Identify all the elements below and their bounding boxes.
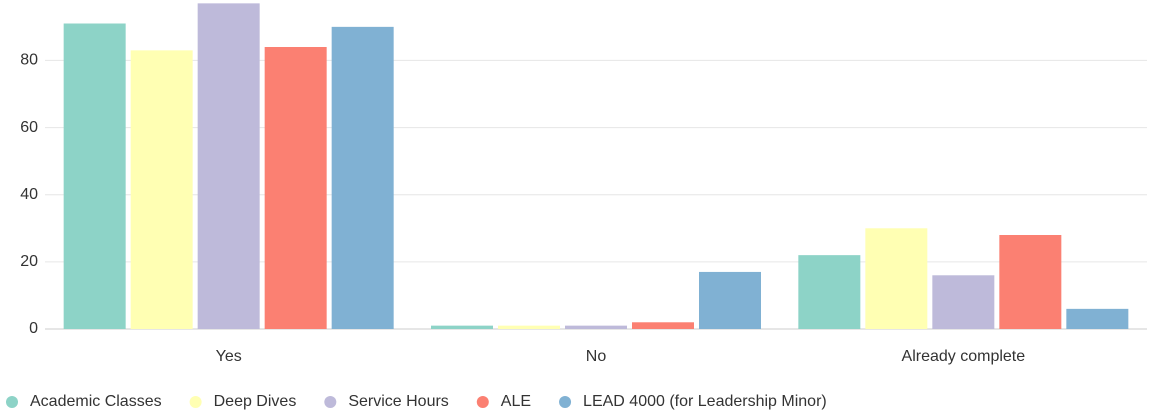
- y-tick-label: 40: [20, 186, 38, 203]
- legend-swatch: [476, 396, 489, 408]
- legend-label: LEAD 4000 (for Leadership Minor): [583, 393, 827, 410]
- y-tick-label: 60: [20, 119, 38, 136]
- bar: [865, 228, 928, 329]
- bar: [431, 325, 493, 329]
- legend-label: Deep Dives: [214, 393, 297, 410]
- legend-swatch: [189, 396, 202, 408]
- legend-label: Service Hours: [348, 393, 448, 410]
- bar: [565, 325, 627, 329]
- bar: [498, 325, 560, 329]
- bar: [130, 50, 193, 329]
- bar: [999, 235, 1062, 329]
- y-tick-label: 80: [20, 52, 38, 69]
- bar: [197, 3, 260, 329]
- y-tick-label: 20: [20, 253, 38, 270]
- bar: [331, 26, 394, 329]
- legend-swatch: [559, 396, 572, 408]
- bar: [1066, 308, 1129, 329]
- bar: [264, 47, 327, 329]
- y-tick-label: 0: [29, 320, 38, 337]
- bar: [932, 275, 995, 329]
- legend-label: ALE: [501, 393, 531, 410]
- bar: [798, 255, 861, 329]
- x-tick-label: No: [586, 348, 607, 365]
- legend-label: Academic Classes: [30, 393, 162, 410]
- bar: [63, 23, 126, 329]
- legend-swatch: [6, 396, 18, 408]
- bar: [699, 271, 761, 329]
- bar: [632, 322, 694, 329]
- x-tick-label: Yes: [216, 348, 242, 365]
- legend-swatch: [324, 396, 337, 408]
- x-tick-label: Already complete: [902, 348, 1026, 365]
